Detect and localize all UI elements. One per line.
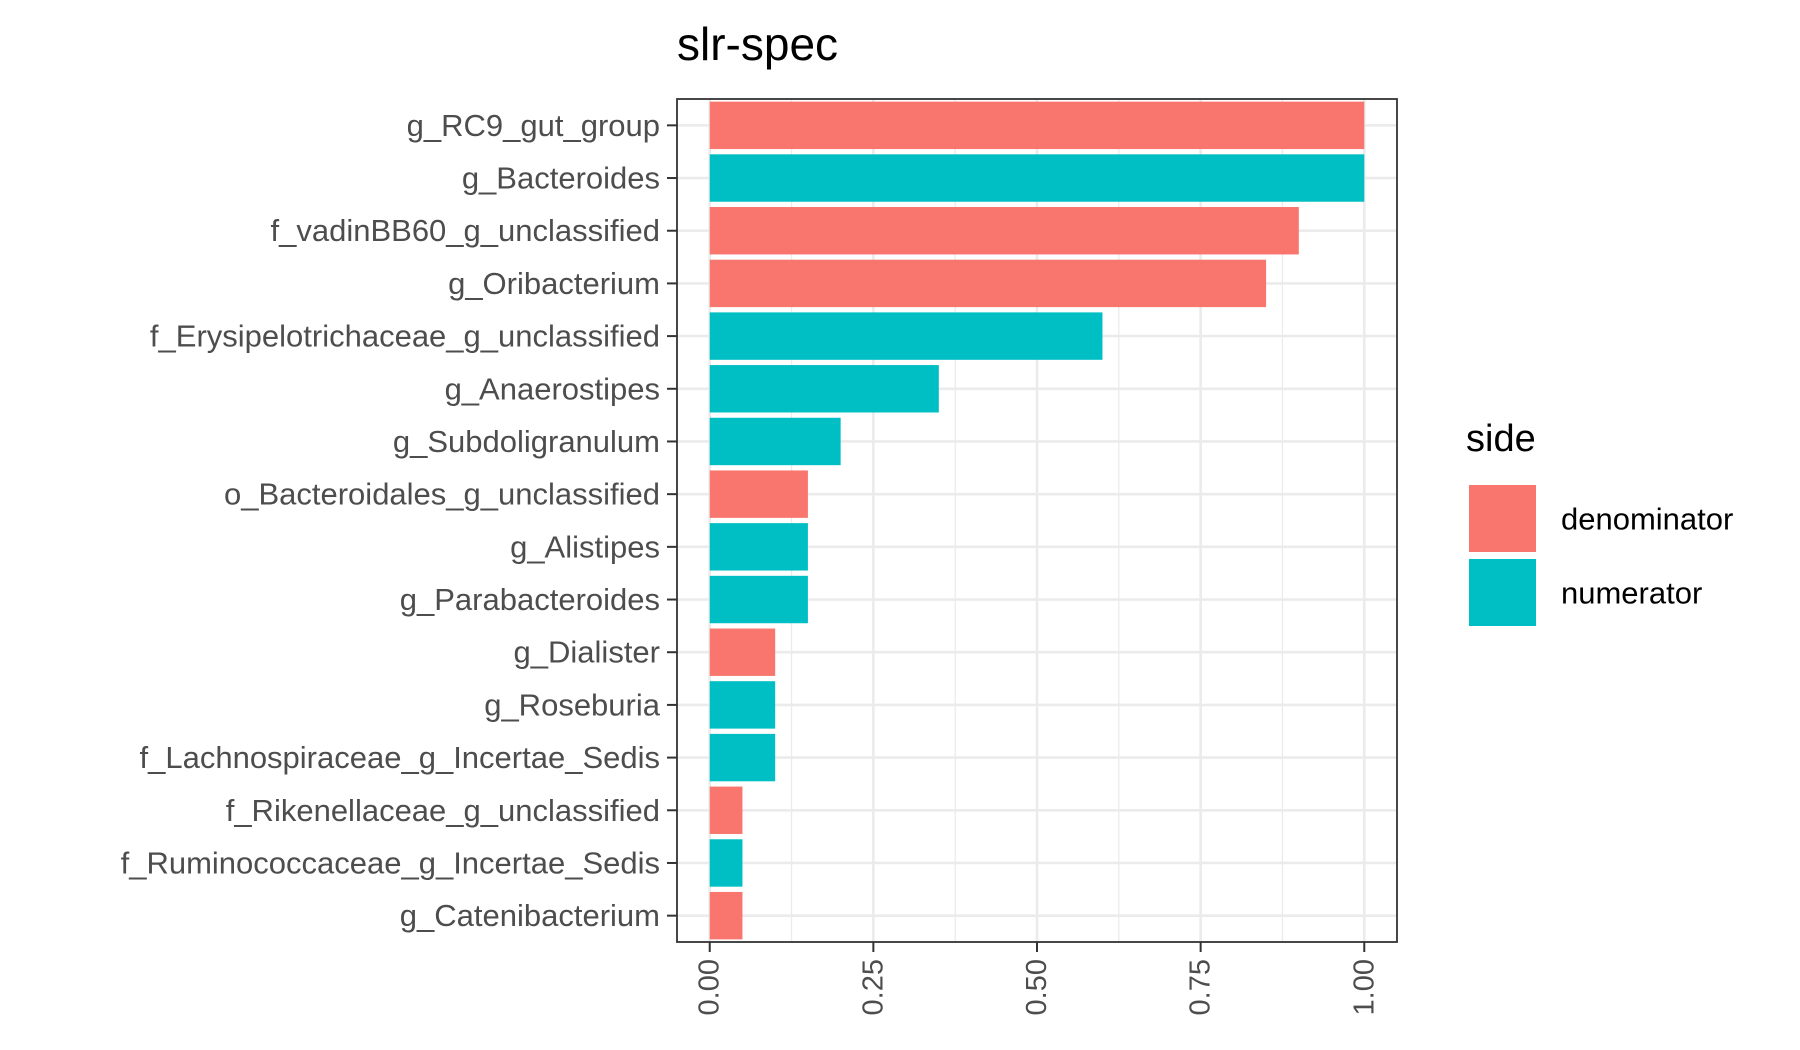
x-tick-label: 0.75 xyxy=(1185,959,1217,1015)
bar-numerator xyxy=(709,523,808,571)
bar-denominator xyxy=(709,786,743,834)
bar-numerator xyxy=(709,839,743,887)
bar-numerator xyxy=(709,681,776,729)
y-tick-label: g_RC9_gut_group xyxy=(407,108,660,143)
legend-label: numerator xyxy=(1561,576,1702,611)
y-tick-label: f_vadinBB60_g_unclassified xyxy=(271,213,661,248)
x-tick-label: 0.25 xyxy=(857,959,889,1015)
bar-numerator xyxy=(709,417,841,466)
y-tick-label: f_Erysipelotrichaceae_g_unclassified xyxy=(150,319,660,354)
x-axis: 0.00 0.25 0.50 0.75 1.00 xyxy=(694,942,1380,1015)
legend-title: side xyxy=(1466,418,1536,460)
legend-key-numerator xyxy=(1469,559,1536,626)
legend: side denominator numerator xyxy=(1466,418,1733,626)
legend-key-denominator xyxy=(1469,485,1536,552)
bar-denominator xyxy=(709,470,808,518)
y-tick-label: f_Lachnospiraceae_g_Incertae_Sedis xyxy=(140,740,661,775)
y-tick-label: f_Ruminococcaceae_g_Incertae_Sedis xyxy=(121,845,660,880)
x-tick-label: 0.00 xyxy=(694,959,726,1015)
bar-denominator xyxy=(709,259,1267,308)
y-tick-label: g_Anaerostipes xyxy=(445,371,660,406)
bar-denominator xyxy=(709,101,1365,150)
y-tick-label: g_Oribacterium xyxy=(448,266,660,301)
y-tick-label: g_Dialister xyxy=(514,635,660,670)
y-tick-label: o_Bacteroidales_g_unclassified xyxy=(224,477,660,512)
bar-numerator xyxy=(709,154,1365,202)
chart-title: slr-spec xyxy=(677,18,838,70)
bar-numerator xyxy=(709,575,808,624)
y-axis: g_RC9_gut_group g_Bacteroides f_vadinBB60_… xyxy=(121,108,677,933)
bar-numerator xyxy=(709,312,1103,360)
bars xyxy=(709,101,1365,940)
bar-numerator xyxy=(709,365,939,413)
bar-denominator xyxy=(709,207,1299,255)
bar-numerator xyxy=(709,733,776,782)
x-tick-label: 1.00 xyxy=(1348,959,1380,1015)
bar-denominator xyxy=(709,891,743,940)
legend-label: denominator xyxy=(1561,502,1733,537)
bar-denominator xyxy=(709,628,776,676)
y-tick-label: g_Alistipes xyxy=(510,529,660,564)
y-tick-label: g_Parabacteroides xyxy=(400,582,660,617)
x-tick-label: 0.50 xyxy=(1021,959,1053,1015)
y-tick-label: g_Catenibacterium xyxy=(400,898,660,933)
y-tick-label: g_Bacteroides xyxy=(462,161,660,196)
y-tick-label: g_Roseburia xyxy=(484,687,661,722)
y-tick-label: g_Subdoligranulum xyxy=(393,424,660,459)
y-tick-label: f_Rikenellaceae_g_unclassified xyxy=(226,793,660,828)
